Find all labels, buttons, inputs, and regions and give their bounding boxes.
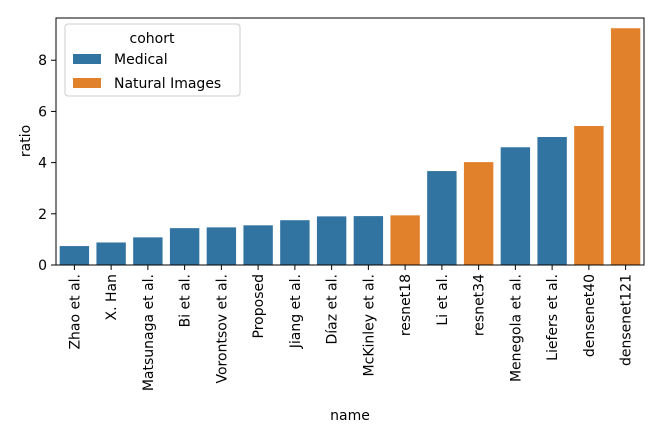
bar	[537, 137, 567, 265]
bar	[96, 242, 126, 265]
bar	[316, 216, 347, 265]
x-tick-label: X. Han	[104, 274, 120, 320]
x-tick-label: Zhao et al.	[67, 274, 83, 350]
x-tick-label: densenet121	[619, 274, 635, 366]
legend-swatch	[73, 78, 101, 88]
bar	[206, 227, 237, 265]
bar	[133, 237, 163, 265]
legend-label: Medical	[114, 52, 168, 68]
bar	[243, 225, 273, 265]
x-tick-label: Proposed	[251, 274, 267, 338]
legend-swatch	[73, 54, 101, 64]
bar	[463, 162, 494, 265]
x-tick-label: Bi et al.	[178, 274, 194, 327]
bar	[390, 215, 420, 265]
bar	[353, 216, 384, 265]
bar	[280, 220, 310, 265]
y-tick-label: 8	[38, 53, 47, 69]
x-tick-label: Li et al.	[435, 274, 451, 326]
y-tick-label: 6	[38, 104, 47, 120]
legend-label: Natural Images	[114, 76, 221, 92]
y-tick-label: 4	[38, 156, 47, 172]
legend-box	[64, 23, 241, 97]
bar	[59, 246, 90, 265]
y-tick-label: 0	[38, 258, 47, 274]
x-tick-label: McKinley et al.	[361, 274, 377, 376]
x-tick-label: Matsunaga et al.	[141, 274, 157, 391]
x-tick-label: resnet18	[398, 274, 414, 336]
axes-frame	[55, 17, 645, 266]
x-axis-label: name	[330, 408, 370, 424]
x-tick-label: Liefers et al.	[545, 274, 561, 361]
x-tick-label: resnet34	[472, 274, 488, 336]
legend-title: cohort	[130, 31, 175, 47]
x-tick-label: Jiang et al.	[288, 274, 304, 349]
bar	[610, 28, 641, 265]
bar	[500, 147, 531, 265]
x-tick-label: Menegola et al.	[508, 274, 524, 382]
bar	[427, 171, 457, 265]
x-tick-label: Vorontsov et al.	[214, 274, 230, 384]
bar	[169, 228, 200, 265]
y-axis-label: ratio	[18, 125, 34, 157]
x-tick-label: Díaz et al.	[325, 274, 341, 345]
x-tick-label: densenet40	[582, 274, 598, 357]
bar	[574, 126, 604, 265]
y-tick-label: 2	[38, 207, 47, 223]
